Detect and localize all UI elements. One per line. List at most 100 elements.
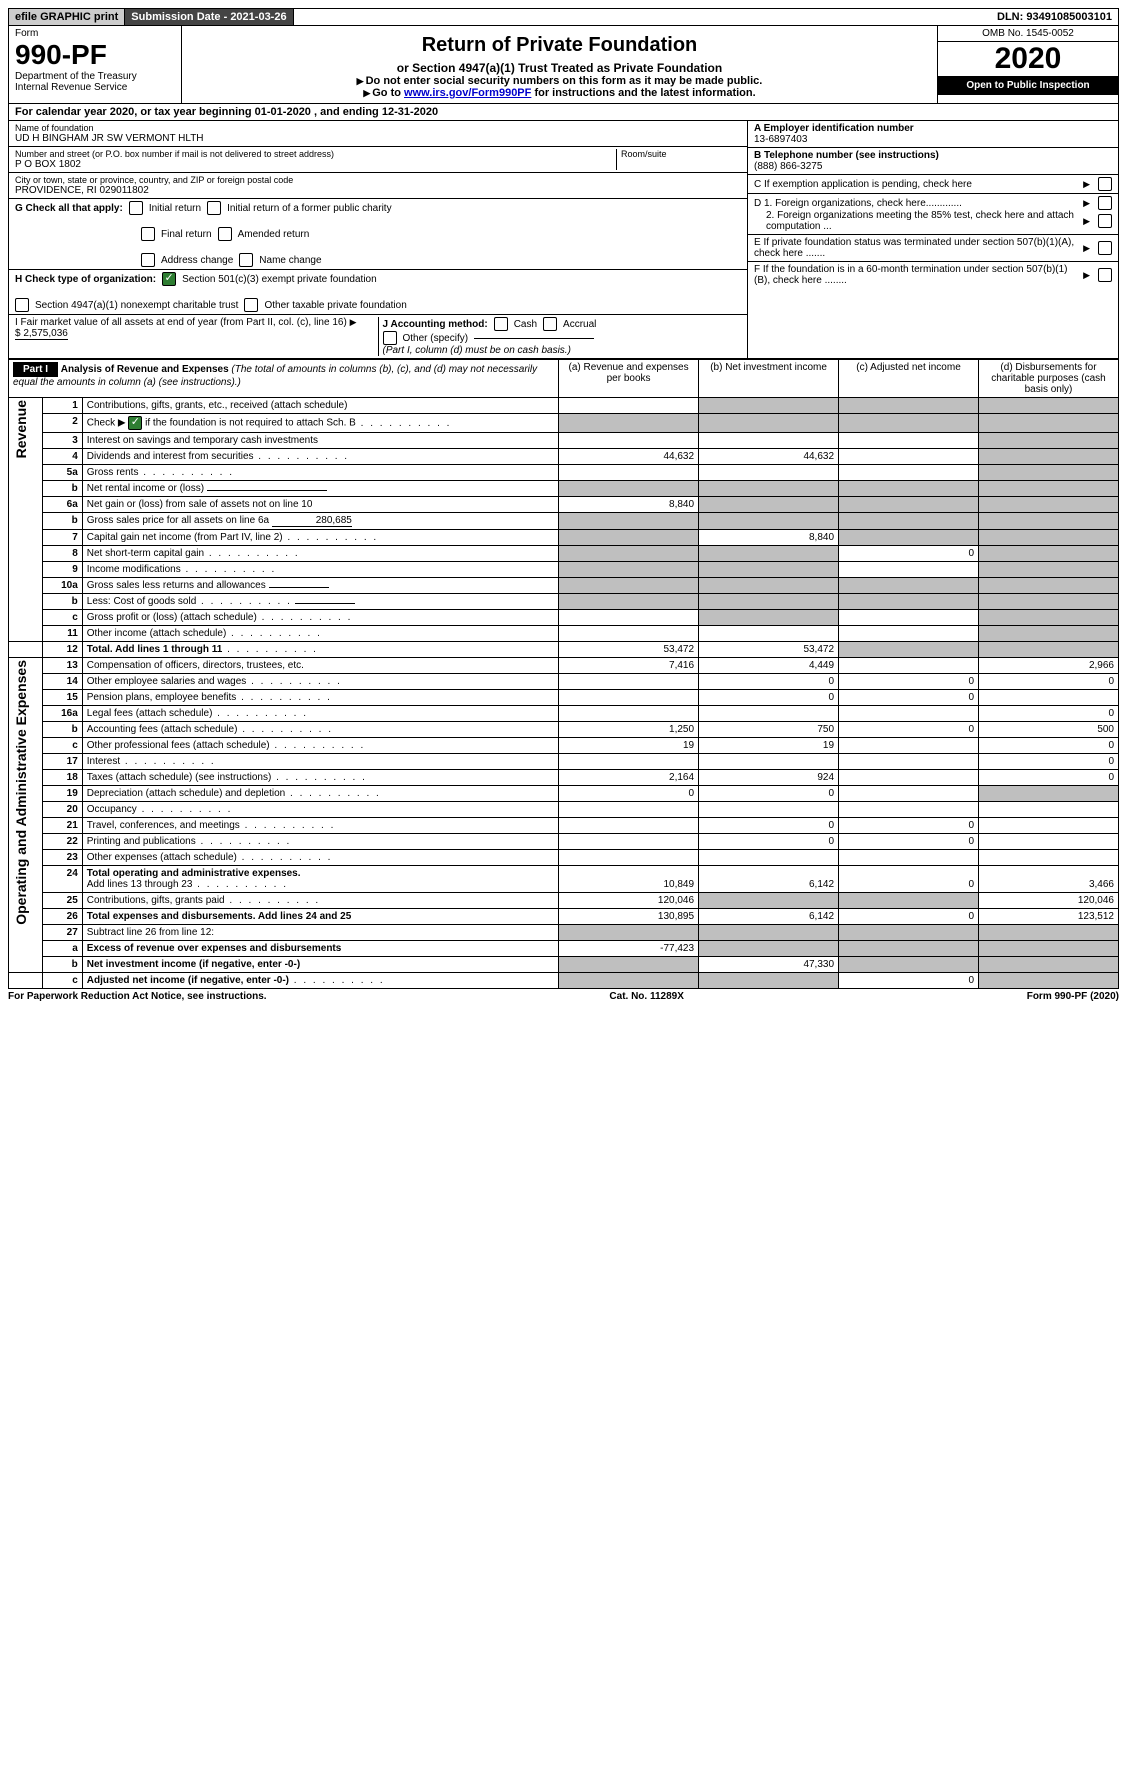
footer-left: For Paperwork Reduction Act Notice, see … xyxy=(8,991,267,1002)
lbl-name-change: Name change xyxy=(259,255,321,266)
row-5a-desc: Gross rents xyxy=(87,467,139,478)
opex-section-label: Operating and Administrative Expenses xyxy=(13,660,29,925)
ein-value: 13-6897403 xyxy=(754,134,1112,145)
row-27-desc: Subtract line 26 from line 12: xyxy=(82,925,558,941)
open-public-badge: Open to Public Inspection xyxy=(938,76,1118,95)
row-16b-d: 500 xyxy=(979,722,1119,738)
row-16c-desc: Other professional fees (attach schedule… xyxy=(87,740,270,751)
row-25-num: 25 xyxy=(42,893,82,909)
row-17-d: 0 xyxy=(979,754,1119,770)
row-6a-a: 8,840 xyxy=(559,497,699,513)
irs-label: Internal Revenue Service xyxy=(15,82,175,93)
row-24-a: 10,849 xyxy=(559,866,699,893)
row-10b-desc: Less: Cost of goods sold xyxy=(87,596,197,607)
row-16c-d: 0 xyxy=(979,738,1119,754)
row-21-b: 0 xyxy=(699,818,839,834)
form-header: Form 990-PF Department of the Treasury I… xyxy=(8,26,1119,104)
i-value: $ 2,575,036 xyxy=(15,328,68,340)
row-19-b: 0 xyxy=(699,786,839,802)
cal-begin: 01-01-2020 xyxy=(255,106,311,118)
chk-other-method[interactable] xyxy=(383,331,397,345)
irs-link[interactable]: www.irs.gov/Form990PF xyxy=(404,87,531,99)
chk-final-return[interactable] xyxy=(141,227,155,241)
chk-foreign-org[interactable] xyxy=(1098,196,1112,210)
e-label: E If private foundation status was termi… xyxy=(754,237,1077,259)
lbl-4947: Section 4947(a)(1) nonexempt charitable … xyxy=(35,300,238,311)
row-20-num: 20 xyxy=(42,802,82,818)
form-subtitle: or Section 4947(a)(1) Trust Treated as P… xyxy=(188,61,931,75)
row-6b-inline: 280,685 xyxy=(272,515,352,527)
chk-accrual[interactable] xyxy=(543,317,557,331)
chk-85pct-test[interactable] xyxy=(1098,214,1112,228)
tel-value: (888) 866-3275 xyxy=(754,161,1112,172)
row-3-num: 3 xyxy=(42,433,82,449)
row-24-b: 6,142 xyxy=(699,866,839,893)
ein-label: A Employer identification number xyxy=(754,123,914,134)
footer-center: Cat. No. 11289X xyxy=(609,991,683,1002)
row-5b-num: b xyxy=(42,481,82,497)
chk-exemption-pending[interactable] xyxy=(1098,177,1112,191)
chk-other-taxable[interactable] xyxy=(244,298,258,312)
form-number: 990-PF xyxy=(15,39,175,71)
row-2-num: 2 xyxy=(42,414,82,433)
row-27b-b: 47,330 xyxy=(699,957,839,973)
row-16c-a: 19 xyxy=(559,738,699,754)
chk-cash[interactable] xyxy=(494,317,508,331)
row-7-desc: Capital gain net income (from Part IV, l… xyxy=(87,532,283,543)
row-10c-desc: Gross profit or (loss) (attach schedule) xyxy=(87,612,257,623)
chk-address-change[interactable] xyxy=(141,253,155,267)
row-21-desc: Travel, conferences, and meetings xyxy=(87,820,240,831)
row-12-a: 53,472 xyxy=(559,642,699,658)
entity-block: Name of foundation UD H BINGHAM JR SW VE… xyxy=(8,121,1119,359)
row-26-b: 6,142 xyxy=(699,909,839,925)
chk-501c3[interactable] xyxy=(162,272,176,286)
f-label: F If the foundation is in a 60-month ter… xyxy=(754,264,1077,286)
row-25-a: 120,046 xyxy=(559,893,699,909)
chk-no-schb[interactable] xyxy=(128,416,142,430)
chk-status-terminated[interactable] xyxy=(1098,241,1112,255)
row-18-desc: Taxes (attach schedule) (see instruction… xyxy=(87,772,272,783)
chk-4947[interactable] xyxy=(15,298,29,312)
row-23-num: 23 xyxy=(42,850,82,866)
row-6a-desc: Net gain or (loss) from sale of assets n… xyxy=(82,497,558,513)
row-26-desc: Total expenses and disbursements. Add li… xyxy=(87,911,352,922)
dept-treasury: Department of the Treasury xyxy=(15,71,175,82)
efile-print-btn[interactable]: efile GRAPHIC print xyxy=(9,9,125,25)
d2-label: 2. Foreign organizations meeting the 85%… xyxy=(754,210,1077,232)
row-26-a: 130,895 xyxy=(559,909,699,925)
lbl-amended: Amended return xyxy=(238,229,310,240)
row-4-desc: Dividends and interest from securities xyxy=(87,451,254,462)
dln: DLN: 93491085003101 xyxy=(991,9,1118,25)
ssn-warning: Do not enter social security numbers on … xyxy=(188,75,931,87)
row-16c-num: c xyxy=(42,738,82,754)
row-6a-num: 6a xyxy=(42,497,82,513)
col-a-hdr: (a) Revenue and expenses per books xyxy=(559,360,699,398)
col-b-hdr: (b) Net investment income xyxy=(699,360,839,398)
row-13-a: 7,416 xyxy=(559,658,699,674)
row-14-desc: Other employee salaries and wages xyxy=(87,676,247,687)
part1-table: Part I Analysis of Revenue and Expenses … xyxy=(8,359,1119,989)
chk-name-change[interactable] xyxy=(239,253,253,267)
calendar-year-row: For calendar year 2020, or tax year begi… xyxy=(8,104,1119,121)
chk-amended-return[interactable] xyxy=(218,227,232,241)
chk-initial-former[interactable] xyxy=(207,201,221,215)
row-16b-desc: Accounting fees (attach schedule) xyxy=(87,724,238,735)
row-25-d: 120,046 xyxy=(979,893,1119,909)
chk-60month[interactable] xyxy=(1098,268,1112,282)
row-2-desc-a: Check ▶ xyxy=(87,418,126,429)
street-address: P O BOX 1802 xyxy=(15,159,616,170)
row-15-c: 0 xyxy=(839,690,979,706)
row-11-desc: Other income (attach schedule) xyxy=(87,628,227,639)
lbl-accrual: Accrual xyxy=(563,319,596,330)
row-22-c: 0 xyxy=(839,834,979,850)
chk-initial-return[interactable] xyxy=(129,201,143,215)
row-15-num: 15 xyxy=(42,690,82,706)
row-24-num: 24 xyxy=(42,866,82,893)
row-14-d: 0 xyxy=(979,674,1119,690)
row-12-desc: Total. Add lines 1 through 11 xyxy=(87,644,223,655)
col-c-hdr: (c) Adjusted net income xyxy=(839,360,979,398)
row-8-c: 0 xyxy=(839,546,979,562)
lbl-other-method: Other (specify) xyxy=(403,333,469,344)
h-section: H Check type of organization: Section 50… xyxy=(9,270,747,315)
row-13-num: 13 xyxy=(42,658,82,674)
